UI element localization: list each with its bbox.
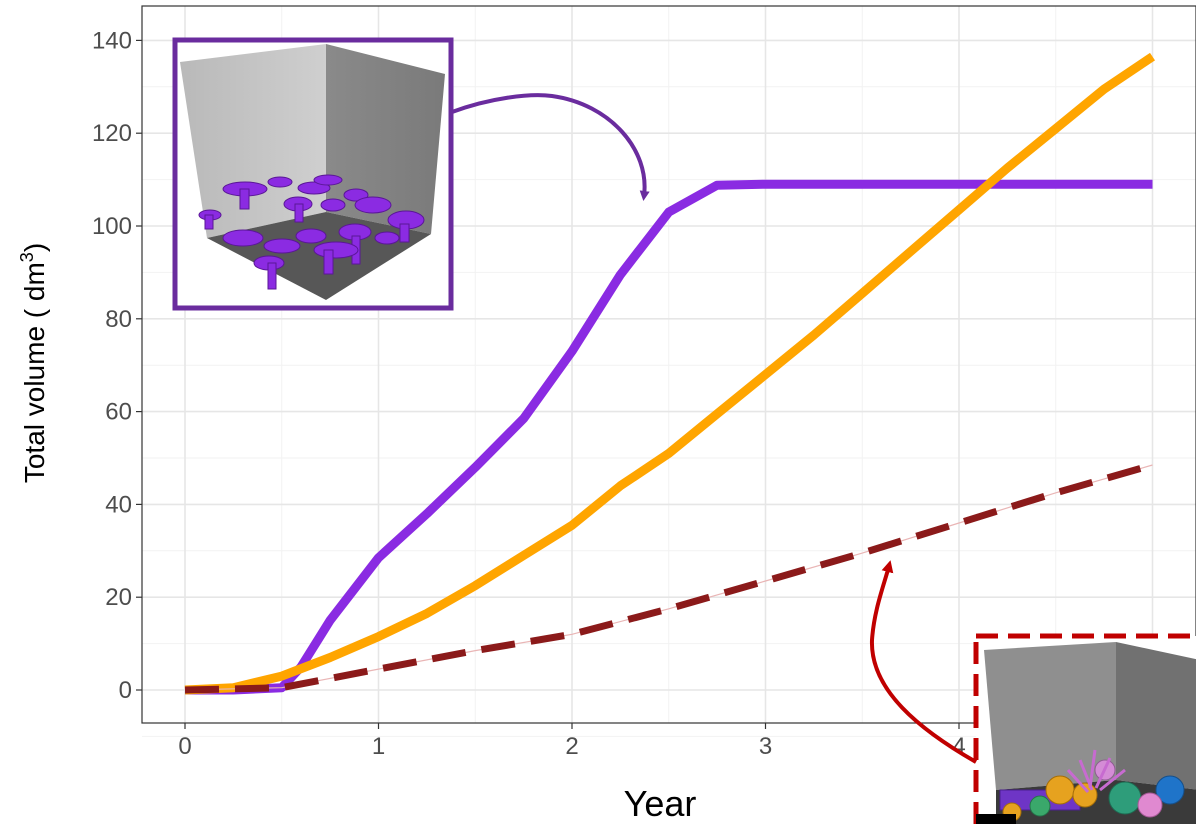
x-tick-label: 3 [759,733,772,760]
y-tick-label: 20 [105,584,132,611]
inset-image-purple [172,37,454,311]
x-tick-label: 2 [565,733,578,760]
plot-panel-border [141,5,1196,724]
y-axis-title: Total volume ( dm3) [17,243,50,483]
series-line-2 [184,52,1156,695]
axis-titles: Year Total volume ( dm3) [17,243,696,824]
x-axis-title: Year [624,783,697,824]
arrow-red [869,560,977,764]
y-tick-label: 40 [105,491,132,518]
x-tick-label: 0 [178,733,191,760]
y-tick-label: 120 [92,120,132,147]
series-line-3 [184,461,1154,694]
y-tick-label: 0 [119,677,132,704]
y-tick-label: 100 [92,213,132,240]
y-tick-label: 140 [92,27,132,54]
arrow-purple [451,93,650,201]
x-tick-label: 1 [372,733,385,760]
series-layer [184,52,1156,695]
inset-image-red [973,633,1196,824]
y-tick-label: 80 [105,306,132,333]
y-tick-label: 60 [105,399,132,426]
